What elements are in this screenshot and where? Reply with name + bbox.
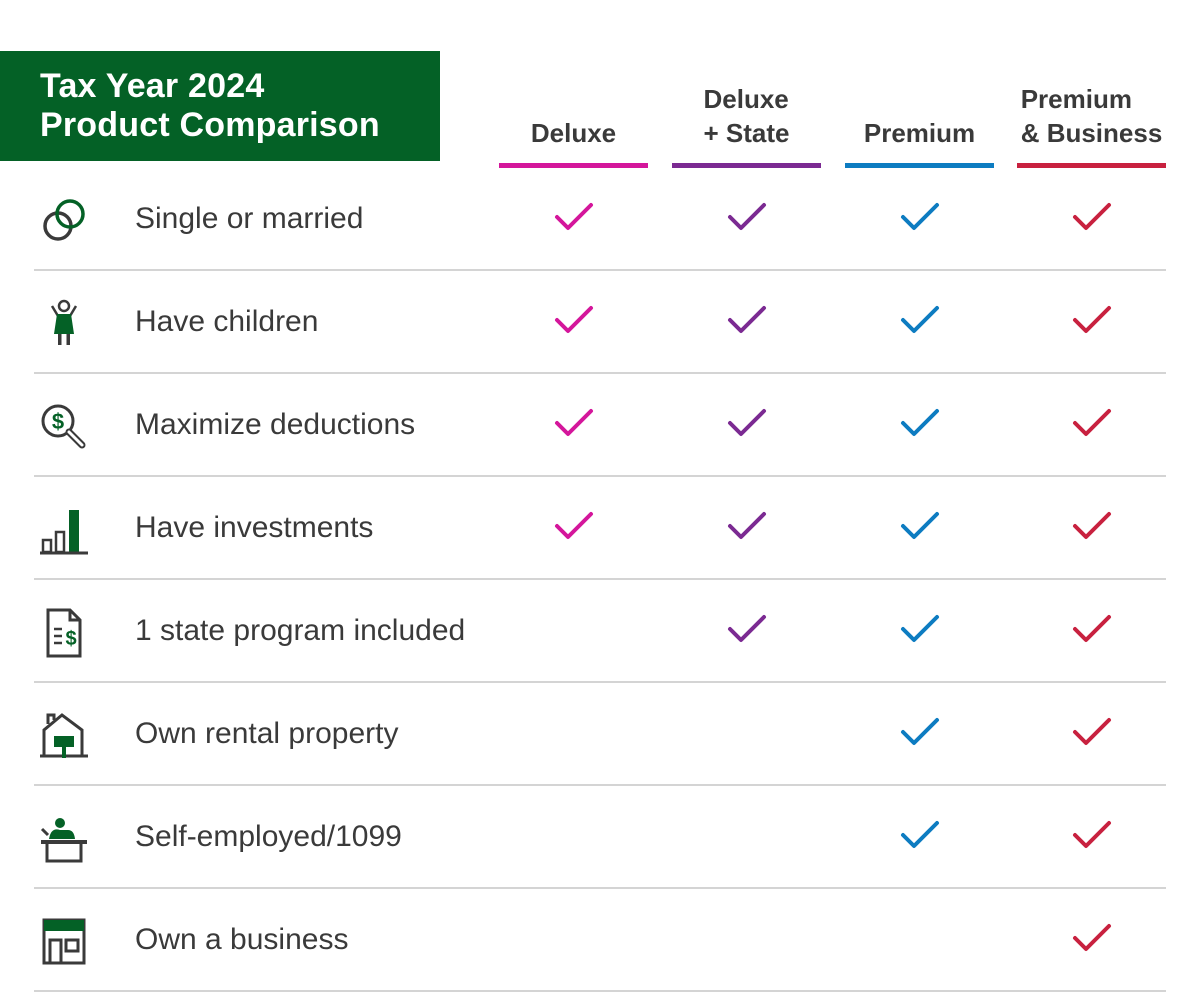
column-header-line1: Deluxe (703, 84, 789, 114)
checkmark-icon (900, 201, 940, 235)
tax-document-icon: $ (38, 607, 90, 659)
checkmark-icon (554, 407, 594, 441)
checkmark-icon (900, 613, 940, 647)
bar-chart-icon (38, 504, 90, 556)
column-header-underline (672, 163, 821, 168)
feature-label: Have children (135, 304, 319, 338)
column-header-line2: Deluxe (530, 118, 617, 148)
column-header-underline (1017, 163, 1166, 168)
checkmark-icon (1072, 510, 1112, 544)
table-row: Own rental property (34, 683, 1166, 786)
column-header-line1: Premium (1020, 84, 1132, 114)
table-row: Self-employed/1099 (34, 786, 1166, 889)
checkmark-icon (900, 716, 940, 750)
checkmark-icon (1072, 922, 1112, 956)
checkmark-icon (1072, 407, 1112, 441)
feature-label: Self-employed/1099 (135, 819, 402, 853)
checkmark-icon (727, 613, 767, 647)
dollar-magnifier-icon: $ (38, 401, 90, 453)
feature-label: Own rental property (135, 716, 399, 750)
feature-label: Have investments (135, 510, 374, 544)
checkmark-icon (1072, 613, 1112, 647)
checkmark-icon (727, 510, 767, 544)
checkmark-icon (900, 407, 940, 441)
table-row: Own a business (34, 889, 1166, 992)
feature-label: Single or married (135, 201, 364, 235)
checkmark-icon (554, 510, 594, 544)
checkmark-icon (727, 304, 767, 338)
svg-text:$: $ (65, 628, 76, 650)
title-line-2: Product Comparison (40, 106, 380, 144)
checkmark-icon (900, 510, 940, 544)
column-header-line2: & Business (1020, 118, 1163, 148)
table-row: Have investments (34, 477, 1166, 580)
table-row: Single or married (34, 168, 1166, 271)
column-header-2: Deluxe + State (672, 78, 821, 168)
rings-icon (38, 195, 90, 247)
storefront-icon (38, 916, 90, 968)
title-banner: Tax Year 2024 Product Comparison (0, 51, 440, 161)
column-header-underline (845, 163, 994, 168)
column-header-3: Premium (845, 78, 994, 168)
checkmark-icon (1072, 716, 1112, 750)
checkmark-icon (554, 201, 594, 235)
child-icon (38, 298, 90, 350)
column-header-underline (499, 163, 648, 168)
checkmark-icon (554, 304, 594, 338)
desk-worker-icon (38, 813, 90, 865)
checkmark-icon (727, 201, 767, 235)
table-row: Have children (34, 271, 1166, 374)
column-header-4: Premium & Business (1017, 78, 1166, 168)
checkmark-icon (1072, 819, 1112, 853)
feature-label: 1 state program included (135, 613, 466, 647)
checkmark-icon (900, 819, 940, 853)
checkmark-icon (727, 407, 767, 441)
column-header-1: Deluxe (499, 78, 648, 168)
feature-label: Maximize deductions (135, 407, 416, 441)
checkmark-icon (1072, 201, 1112, 235)
column-header-line2: Premium (863, 118, 976, 148)
feature-label: Own a business (135, 922, 349, 956)
checkmark-icon (1072, 304, 1112, 338)
table-row: $1 state program included (34, 580, 1166, 683)
rental-house-icon (38, 710, 90, 762)
checkmark-icon (900, 304, 940, 338)
column-header-line2: + State (703, 118, 790, 148)
title-line-1: Tax Year 2024 (40, 67, 265, 105)
svg-text:$: $ (52, 409, 64, 434)
table-row: $ Maximize deductions (34, 374, 1166, 477)
